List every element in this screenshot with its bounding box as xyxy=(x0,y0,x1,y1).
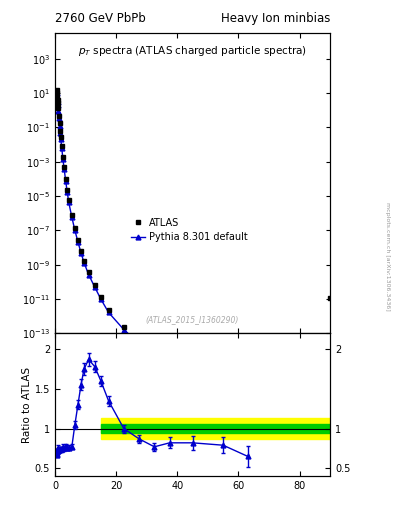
Bar xyxy=(101,424,330,433)
ATLAS xyxy=(55,100,60,106)
Pythia 8.301 default xyxy=(58,130,62,136)
Pythia 8.301 default xyxy=(66,199,71,205)
ATLAS xyxy=(70,212,74,218)
Pythia 8.301 default xyxy=(152,352,157,358)
Pythia 8.301 default xyxy=(55,96,60,102)
Pythia 8.301 default xyxy=(252,409,256,415)
Pythia 8.301 default xyxy=(75,239,80,245)
Pythia 8.301 default xyxy=(167,362,172,369)
Pythia 8.301 default xyxy=(92,284,97,290)
Pythia 8.301 default xyxy=(59,145,64,151)
ATLAS xyxy=(59,134,63,140)
Pythia 8.301 default xyxy=(55,93,59,99)
Y-axis label: Ratio to ATLAS: Ratio to ATLAS xyxy=(22,367,32,443)
Pythia 8.301 default xyxy=(62,166,66,173)
ATLAS xyxy=(54,87,59,93)
Pythia 8.301 default xyxy=(221,399,226,405)
Line: ATLAS: ATLAS xyxy=(54,88,332,412)
Text: 2760 GeV PbPb: 2760 GeV PbPb xyxy=(55,12,146,25)
ATLAS xyxy=(328,294,332,301)
ATLAS xyxy=(58,127,62,134)
ATLAS xyxy=(106,307,111,313)
ATLAS xyxy=(252,407,256,413)
Legend: ATLAS, Pythia 8.301 default: ATLAS, Pythia 8.301 default xyxy=(129,216,250,244)
ATLAS xyxy=(75,237,80,243)
ATLAS xyxy=(56,105,61,111)
ATLAS xyxy=(82,258,86,264)
Pythia 8.301 default xyxy=(59,136,63,142)
Pythia 8.301 default xyxy=(73,227,77,233)
ATLAS xyxy=(55,94,60,100)
Text: $p_T$ spectra (ATLAS charged particle spectra): $p_T$ spectra (ATLAS charged particle sp… xyxy=(78,44,307,58)
ATLAS xyxy=(61,154,65,160)
Pythia 8.301 default xyxy=(70,214,74,220)
Text: (ATLAS_2015_I1360290): (ATLAS_2015_I1360290) xyxy=(146,315,239,324)
ATLAS xyxy=(66,197,71,203)
Pythia 8.301 default xyxy=(57,115,61,121)
Pythia 8.301 default xyxy=(121,327,126,333)
Pythia 8.301 default xyxy=(55,99,60,105)
ATLAS xyxy=(55,90,59,96)
Pythia 8.301 default xyxy=(137,340,141,347)
Pythia 8.301 default xyxy=(106,309,111,315)
Pythia 8.301 default xyxy=(79,250,83,256)
Pythia 8.301 default xyxy=(55,102,60,109)
ATLAS xyxy=(57,113,61,119)
ATLAS xyxy=(86,269,91,275)
Text: mcplots.cern.ch [arXiv:1306.3436]: mcplots.cern.ch [arXiv:1306.3436] xyxy=(385,202,389,310)
Line: Pythia 8.301 default: Pythia 8.301 default xyxy=(54,91,256,414)
Pythia 8.301 default xyxy=(61,156,65,162)
ATLAS xyxy=(121,324,126,330)
Pythia 8.301 default xyxy=(56,108,61,114)
Bar xyxy=(101,418,330,439)
ATLAS xyxy=(79,248,83,254)
Pythia 8.301 default xyxy=(65,189,70,195)
ATLAS xyxy=(221,397,226,403)
Pythia 8.301 default xyxy=(99,296,103,302)
Pythia 8.301 default xyxy=(86,271,91,278)
ATLAS xyxy=(73,225,77,231)
ATLAS xyxy=(137,338,141,344)
ATLAS xyxy=(190,377,195,383)
ATLAS xyxy=(57,120,62,126)
ATLAS xyxy=(99,294,103,300)
Pythia 8.301 default xyxy=(82,260,86,266)
Text: Heavy Ion minbias: Heavy Ion minbias xyxy=(221,12,330,25)
ATLAS xyxy=(152,350,157,356)
ATLAS xyxy=(167,360,172,366)
ATLAS xyxy=(92,282,97,288)
Pythia 8.301 default xyxy=(57,122,62,129)
ATLAS xyxy=(63,176,68,182)
ATLAS xyxy=(59,143,64,149)
Pythia 8.301 default xyxy=(190,379,195,386)
ATLAS xyxy=(62,164,66,170)
Pythia 8.301 default xyxy=(63,178,68,184)
ATLAS xyxy=(55,97,60,103)
ATLAS xyxy=(65,187,70,193)
Pythia 8.301 default xyxy=(54,90,59,96)
